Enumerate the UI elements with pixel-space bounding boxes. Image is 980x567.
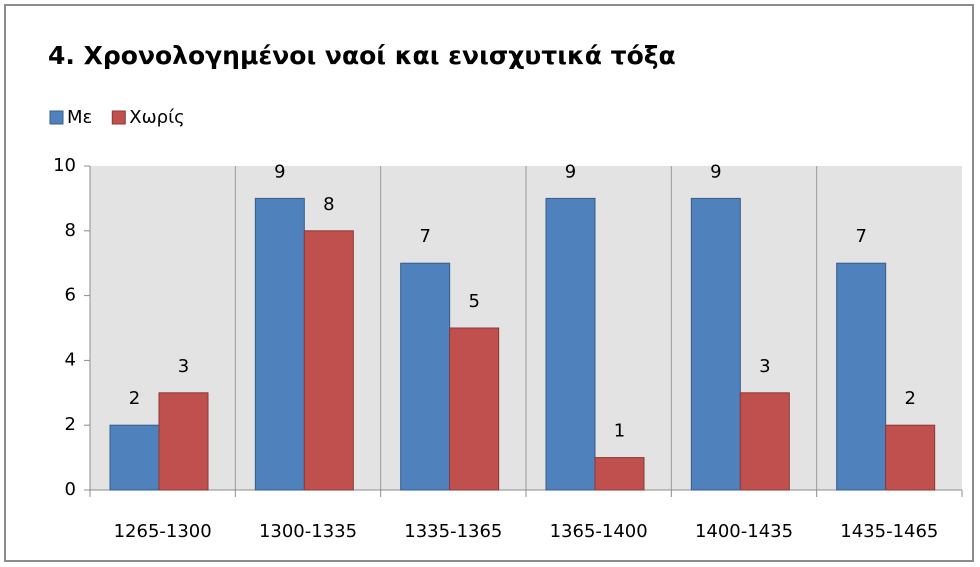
x-tick-label: 1365-1400 — [550, 521, 648, 542]
y-tick-label: 8 — [65, 220, 76, 241]
bar — [594, 457, 645, 491]
y-tick-label: 10 — [53, 155, 76, 176]
data-label: 9 — [710, 161, 721, 182]
legend-swatch — [111, 110, 126, 125]
x-tick-label: 1435-1465 — [840, 521, 938, 542]
bar — [545, 197, 596, 491]
bar — [739, 392, 790, 491]
y-tick-label: 4 — [65, 349, 76, 370]
y-tick-label: 2 — [65, 414, 76, 435]
bar — [158, 392, 209, 491]
bar — [400, 262, 451, 491]
y-tick-label: 0 — [65, 479, 76, 500]
data-label: 2 — [904, 388, 915, 409]
bar — [690, 197, 741, 491]
bar — [836, 262, 887, 491]
legend-swatch — [49, 110, 64, 125]
data-label: 2 — [129, 388, 140, 409]
x-tick-label: 1265-1300 — [114, 521, 212, 542]
data-label: 1 — [614, 421, 625, 442]
x-tick-label: 1300-1335 — [259, 521, 357, 542]
data-label: 3 — [759, 356, 770, 377]
data-label: 3 — [178, 356, 189, 377]
y-tick-label: 6 — [65, 285, 76, 306]
data-label: 7 — [419, 226, 430, 247]
x-tick-label: 1335-1365 — [404, 521, 502, 542]
bar — [254, 197, 305, 491]
bar — [109, 424, 160, 491]
bar — [885, 424, 936, 491]
x-tick-label: 1400-1435 — [695, 521, 793, 542]
data-label: 7 — [855, 226, 866, 247]
data-label: 9 — [565, 161, 576, 182]
legend-label: Χωρίς — [129, 107, 185, 128]
data-label: 9 — [274, 161, 285, 182]
bar — [303, 230, 354, 491]
bar — [449, 327, 500, 491]
data-label: 5 — [468, 291, 479, 312]
legend-label: Με — [67, 107, 92, 128]
data-label: 8 — [323, 194, 334, 215]
chart-title: 4. Χρονολογημένοι ναοί και ενισχυτικά τό… — [48, 41, 676, 70]
